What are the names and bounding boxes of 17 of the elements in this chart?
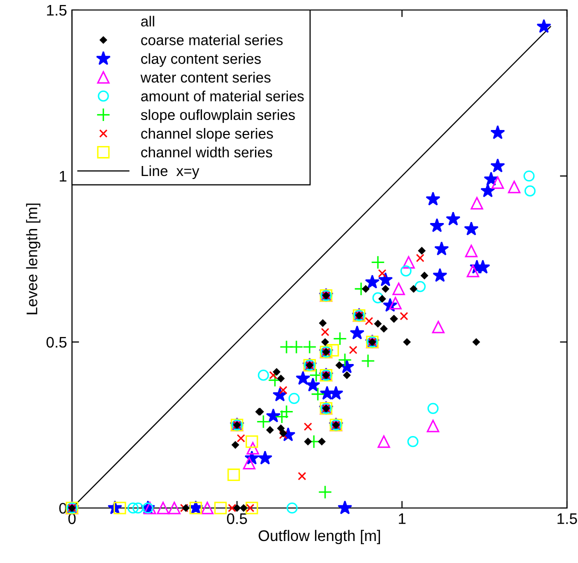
- legend-label: all: [141, 16, 154, 27]
- legend-label: channel slope series: [141, 128, 273, 142]
- x-tick-label: 0.5: [226, 513, 247, 524]
- y-tick-label: 0.5: [46, 336, 66, 348]
- y-tick-label: 1: [60, 171, 66, 182]
- y-tick-label: 1.5: [47, 5, 66, 16]
- legend-label: coarse material series: [141, 34, 283, 46]
- legend-label: Line x=y: [142, 165, 200, 180]
- x-tick-label: 1: [398, 513, 406, 524]
- x-axis-title: Outflow length [m]: [258, 530, 380, 544]
- legend-label: channel width series: [141, 146, 272, 158]
- legend-label: amount of material series: [141, 90, 304, 102]
- x-tick-label: 1.5: [558, 513, 577, 524]
- legend-label: water content series: [140, 72, 271, 83]
- legend-label: slope ouflowplain series: [140, 109, 295, 123]
- y-axis-title: Levee length [m]: [26, 204, 40, 314]
- legend-label: clay content series: [141, 53, 261, 67]
